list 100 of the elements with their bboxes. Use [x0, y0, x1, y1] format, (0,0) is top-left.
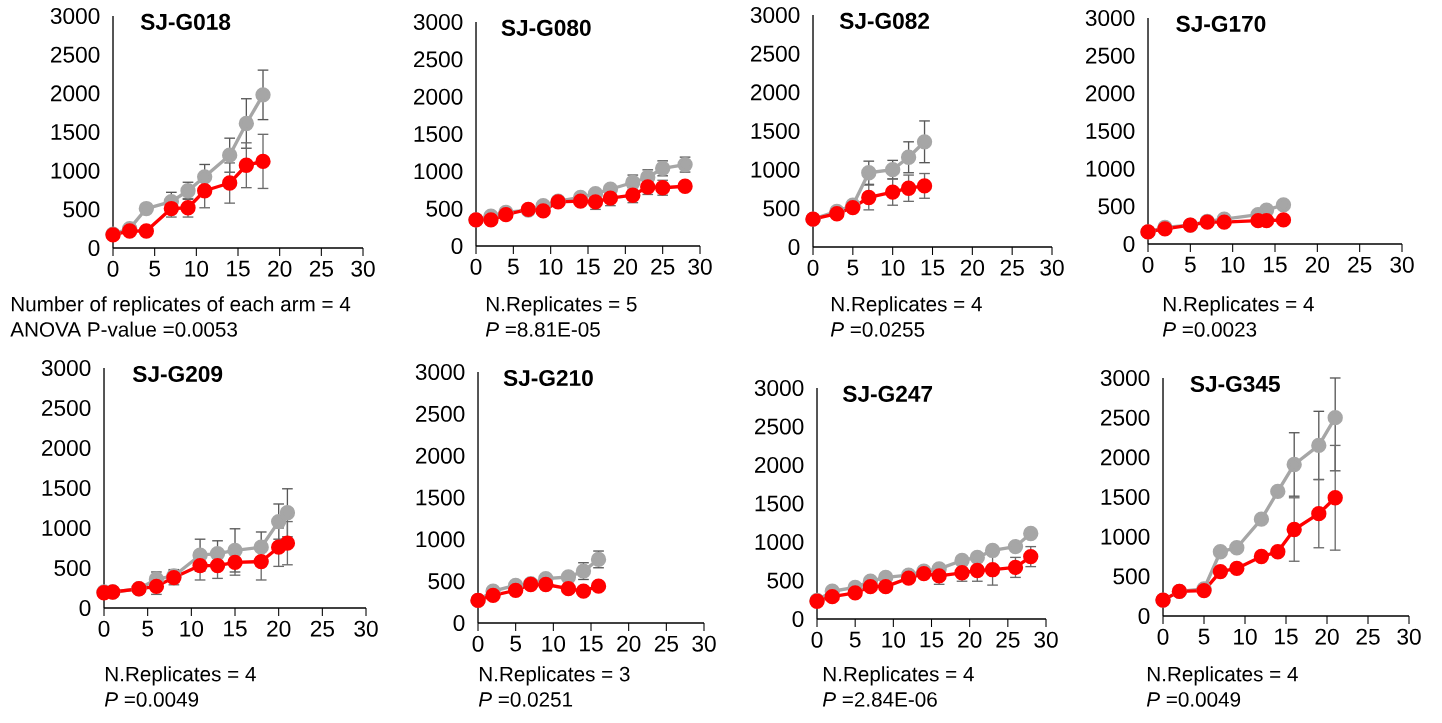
y-tick-label: 2000 — [1101, 449, 1150, 466]
x-tick-label: 30 — [1397, 628, 1421, 645]
text: P =0.0251 — [478, 692, 573, 707]
x-tick-label: 30 — [692, 635, 716, 652]
chart-title: SJ-G080 — [501, 19, 591, 36]
y-tick-label: 1000 — [751, 161, 800, 178]
x-tick-label: 20 — [617, 635, 641, 652]
y-tick-label: 0 — [88, 239, 100, 257]
y-tick-label: 2000 — [51, 85, 100, 102]
x-tick-label: 15 — [920, 631, 944, 648]
y-tick-label: 2500 — [1101, 409, 1150, 426]
x-tick-label: 10 — [881, 259, 905, 276]
y-tick-label: 2000 — [1086, 85, 1135, 102]
x-tick-label: 15 — [227, 260, 250, 277]
x-tick-label: 25 — [1348, 256, 1372, 273]
chart-title: SJ-G345 — [1190, 375, 1280, 392]
y-tick-label: 2000 — [755, 456, 804, 474]
y-tick-label: 1500 — [42, 479, 91, 497]
x-tick-label: 10 — [542, 635, 566, 652]
y-tick-label: 500 — [428, 573, 465, 590]
y-tick-label: 0 — [788, 238, 800, 256]
x-tick-label: 15 — [1264, 256, 1287, 273]
y-tick-label: 0 — [79, 599, 91, 617]
x-tick-label: 0 — [807, 259, 819, 276]
text: N.Replicates = 4 — [831, 296, 982, 316]
y-tick-label: 1500 — [416, 489, 465, 506]
x-tick-label: 15 — [577, 258, 600, 275]
x-tick-label: 20 — [958, 631, 982, 648]
chart-title: SJ-G170 — [1176, 15, 1266, 32]
x-tick-label: 0 — [1157, 628, 1169, 645]
y-tick-label: 1000 — [416, 531, 465, 548]
x-tick-label: 30 — [1034, 631, 1058, 648]
y-tick-label: 1000 — [1086, 160, 1135, 177]
x-tick-label: 10 — [180, 620, 204, 637]
chart-title: SJ-G209 — [132, 365, 223, 382]
y-tick-label: 2000 — [751, 84, 800, 101]
y-tick-label: 1500 — [1086, 122, 1135, 140]
text: N.Replicates = 4 — [1163, 296, 1314, 316]
text: Number of replicates of each arm = 4 — [11, 296, 351, 316]
x-tick-label: 30 — [1390, 256, 1414, 273]
text: P =0.0049 — [1146, 692, 1241, 707]
y-tick-label: 2500 — [51, 46, 100, 63]
x-tick-label: 20 — [613, 258, 638, 275]
x-tick-label: 30 — [354, 620, 378, 637]
x-tick-label: 25 — [310, 620, 334, 637]
text: N.Replicates = 5 — [486, 296, 637, 316]
y-tick-label: 2000 — [414, 88, 463, 105]
y-tick-label: 2500 — [42, 399, 91, 417]
x-tick-label: 0 — [811, 631, 823, 648]
x-tick-label: 5 — [1184, 256, 1196, 273]
y-tick-label: 1500 — [414, 125, 463, 143]
y-tick-label: 3000 — [750, 6, 800, 24]
text: N.Replicates = 4 — [105, 666, 256, 686]
y-tick-label: 2500 — [416, 405, 465, 422]
x-tick-label: 10 — [882, 631, 906, 648]
x-tick-label: 20 — [960, 259, 985, 276]
y-tick-label: 1000 — [1101, 528, 1150, 545]
x-tick-label: 0 — [472, 635, 484, 652]
x-tick-label: 10 — [539, 258, 563, 275]
x-tick-label: 20 — [268, 260, 292, 277]
x-tick-label: 30 — [351, 260, 375, 277]
y-tick-label: 3000 — [41, 359, 91, 377]
text: ANOVA P-value =0.0053 — [10, 321, 237, 337]
x-tick-label: 25 — [1000, 259, 1024, 276]
x-tick-label: 0 — [107, 260, 119, 277]
chart-title: SJ-G082 — [839, 12, 930, 29]
y-tick-label: 3000 — [415, 363, 465, 381]
text: P =2.84E-06 — [822, 692, 937, 707]
y-tick-label: 1000 — [42, 519, 91, 537]
y-tick-label: 500 — [54, 559, 91, 577]
chart-title: SJ-G247 — [842, 385, 933, 402]
y-tick-label: 2500 — [751, 45, 800, 62]
x-tick-label: 15 — [580, 635, 603, 652]
y-tick-label: 2500 — [755, 418, 804, 435]
y-tick-label: 500 — [763, 200, 800, 217]
y-tick-label: 500 — [767, 572, 804, 589]
y-tick-label: 2500 — [414, 51, 463, 68]
text: P =0.0255 — [830, 322, 925, 337]
text: P =0.0023 — [1162, 322, 1257, 337]
x-tick-label: 0 — [470, 258, 482, 275]
y-tick-label: 1000 — [51, 162, 100, 179]
x-tick-label: 25 — [309, 260, 333, 277]
x-tick-label: 10 — [1221, 256, 1245, 273]
x-tick-label: 20 — [1315, 628, 1339, 645]
y-tick-label: 0 — [451, 237, 463, 255]
y-tick-label: 1500 — [1101, 488, 1150, 506]
y-tick-label: 1500 — [751, 122, 800, 140]
text: P =8.81E-05 — [485, 322, 600, 337]
y-tick-label: 3000 — [50, 7, 100, 25]
y-tick-label: 2000 — [42, 439, 91, 457]
x-tick-label: 5 — [847, 259, 859, 276]
x-tick-label: 10 — [1234, 628, 1257, 645]
y-tick-label: 1000 — [755, 533, 804, 551]
y-tick-label: 500 — [1113, 568, 1150, 585]
text: N.Replicates = 4 — [1147, 666, 1298, 686]
x-tick-label: 30 — [688, 258, 712, 275]
x-tick-label: 5 — [510, 635, 522, 652]
y-tick-label: 3000 — [1085, 9, 1135, 27]
y-tick-label: 2000 — [416, 447, 465, 464]
text: N.Replicates = 4 — [823, 666, 974, 686]
